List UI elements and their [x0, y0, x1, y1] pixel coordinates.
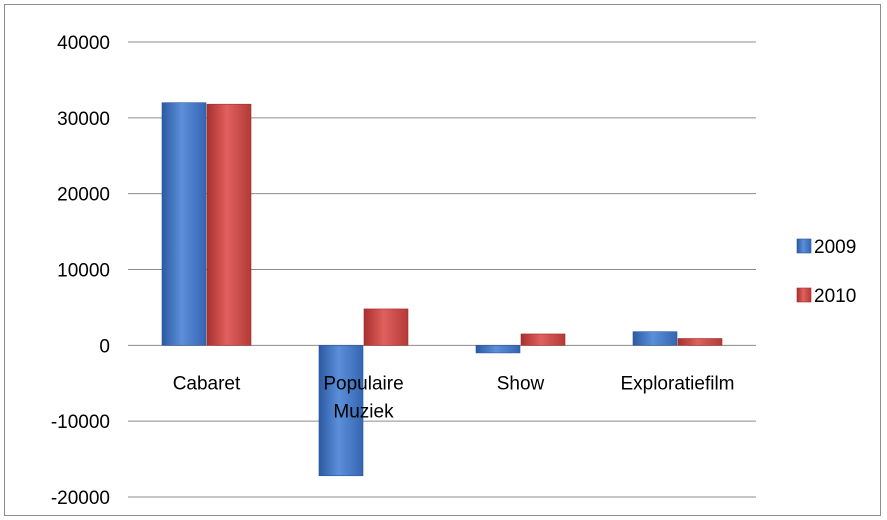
y-tick-label: 10000	[57, 261, 110, 282]
chart-frame	[4, 4, 881, 516]
legend-label: 2009	[814, 237, 856, 258]
bar-2009-3	[632, 331, 678, 346]
bar-2010-3	[677, 338, 723, 346]
bar-2010-2	[520, 333, 566, 346]
bar-2009-2	[475, 345, 521, 354]
x-tick-label: Cabaret	[173, 373, 241, 394]
bars	[161, 102, 723, 477]
y-axis-tick-labels: 40000 30000 20000 10000 0 -10000 -20000	[51, 33, 110, 509]
x-tick-label: Populaire	[323, 373, 403, 394]
legend-label: 2010	[814, 286, 856, 307]
x-tick-label: Exploratiefilm	[620, 373, 734, 394]
legend: 2009 2010	[796, 237, 856, 307]
x-axis-tick-labels: Cabaret Populaire Muziek Show Exploratiefilm	[173, 373, 735, 422]
y-tick-label: 40000	[57, 33, 110, 54]
bar-2010-0	[206, 103, 252, 346]
y-tick-label: -20000	[51, 488, 110, 509]
bar-2010-1	[363, 308, 409, 346]
bar-2009-0	[161, 102, 207, 346]
bar-2009-1	[318, 345, 364, 477]
x-tick-label: Show	[497, 373, 545, 394]
legend-swatch-2009	[796, 238, 812, 254]
y-tick-label: 20000	[57, 185, 110, 206]
y-tick-label: -10000	[51, 412, 110, 433]
y-tick-label: 30000	[57, 109, 110, 130]
y-tick-label: 0	[99, 336, 110, 357]
x-tick-label: Muziek	[333, 401, 394, 422]
legend-swatch-2010	[796, 287, 812, 303]
